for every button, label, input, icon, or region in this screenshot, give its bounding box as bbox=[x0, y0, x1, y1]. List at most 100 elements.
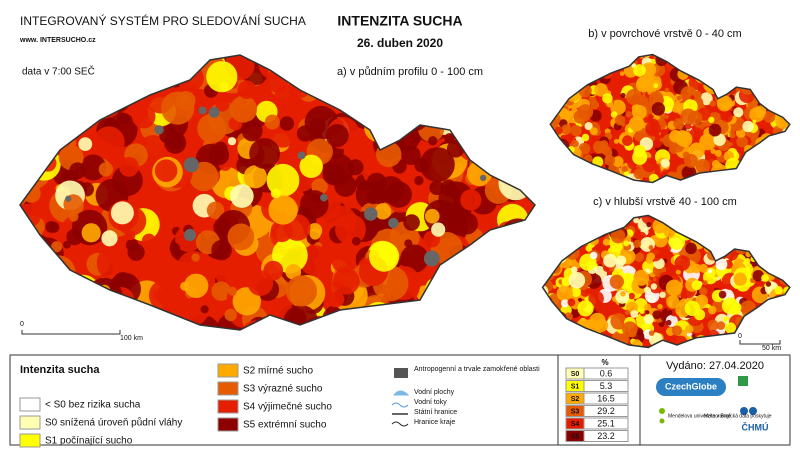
map-patch bbox=[676, 131, 693, 148]
map-patch bbox=[208, 144, 230, 166]
map-patch bbox=[651, 102, 666, 116]
map-patch bbox=[48, 221, 60, 233]
map-patch bbox=[677, 125, 683, 130]
logo-chmu: ČHMÚ bbox=[742, 421, 769, 432]
map-patch bbox=[164, 131, 187, 154]
map-patch bbox=[665, 279, 683, 297]
map-patch bbox=[664, 87, 670, 93]
map-patch bbox=[665, 319, 672, 326]
map-patch bbox=[620, 92, 626, 99]
map-patch bbox=[648, 118, 659, 130]
stats-class: S3 bbox=[571, 408, 580, 415]
map-patch bbox=[414, 175, 424, 186]
map-patch bbox=[733, 122, 739, 128]
map-patch bbox=[742, 120, 754, 133]
map-patch bbox=[80, 154, 107, 181]
urban-area bbox=[183, 228, 197, 242]
urban-area bbox=[208, 106, 220, 118]
map-patch bbox=[625, 111, 633, 118]
map-patch bbox=[283, 304, 319, 330]
map-patch bbox=[588, 290, 604, 307]
map-patch bbox=[230, 184, 254, 208]
map-patch bbox=[613, 138, 619, 144]
map-patch bbox=[646, 222, 652, 228]
stats-class: S0 bbox=[571, 371, 580, 378]
map-patch bbox=[270, 219, 293, 243]
map-patch bbox=[571, 139, 579, 148]
map-patch bbox=[713, 133, 726, 146]
map-patch bbox=[264, 114, 280, 130]
urban-area bbox=[198, 106, 207, 115]
map-patch bbox=[733, 107, 744, 118]
map-patch bbox=[366, 191, 380, 205]
map-patch bbox=[101, 230, 118, 247]
legend-swatch bbox=[217, 417, 239, 432]
map-patch bbox=[624, 309, 631, 316]
map-patch bbox=[639, 308, 645, 314]
map-patch bbox=[328, 291, 345, 308]
map-patch bbox=[685, 242, 697, 255]
stats-class: S1 bbox=[571, 383, 580, 390]
map-patch bbox=[752, 119, 757, 124]
map-patch bbox=[602, 93, 613, 104]
map-patch bbox=[666, 295, 680, 309]
map-patch bbox=[93, 126, 125, 158]
map-patch bbox=[699, 263, 708, 273]
stats-value: 23.2 bbox=[597, 431, 615, 441]
legend-swatch bbox=[19, 433, 41, 448]
map-patch bbox=[633, 269, 650, 286]
map-patch bbox=[570, 124, 582, 137]
map-patch bbox=[664, 114, 669, 119]
map-patch bbox=[570, 287, 581, 298]
map-patch bbox=[98, 162, 114, 177]
map-patch bbox=[232, 287, 261, 316]
map-patch bbox=[621, 165, 628, 173]
map-patch bbox=[163, 219, 173, 229]
map-patch bbox=[110, 201, 134, 225]
map-patch bbox=[774, 286, 783, 295]
map-patch bbox=[610, 111, 618, 118]
urban-area bbox=[65, 195, 72, 202]
map-patch bbox=[631, 104, 647, 120]
map-label: b) v povrchové vrstvě 0 - 40 cm bbox=[588, 28, 741, 40]
stats-value-cell bbox=[583, 417, 629, 430]
scale-label: 0 bbox=[20, 321, 24, 328]
map-patch bbox=[428, 136, 438, 146]
urban-area bbox=[183, 157, 200, 173]
map-patch bbox=[744, 258, 751, 264]
map-patch bbox=[266, 163, 300, 197]
map-patch bbox=[603, 253, 617, 268]
map-patch bbox=[729, 131, 736, 139]
map-patch bbox=[552, 284, 557, 289]
map-patch bbox=[709, 100, 716, 107]
legend-label: S1 počínající sucho bbox=[45, 436, 133, 447]
stats-value: 0.6 bbox=[600, 368, 613, 378]
legend-label: < S0 bez rizika sucha bbox=[45, 400, 141, 411]
urban-area bbox=[388, 217, 399, 229]
map-patch bbox=[161, 91, 195, 125]
map-patch bbox=[119, 157, 139, 177]
map-patch bbox=[676, 95, 682, 101]
map-patch bbox=[227, 223, 255, 251]
map-patch bbox=[105, 150, 118, 163]
map-patch bbox=[733, 272, 747, 286]
map-patch bbox=[623, 240, 630, 247]
map-patch bbox=[685, 325, 694, 334]
map-patch bbox=[153, 288, 166, 302]
map-patch bbox=[180, 297, 209, 326]
map-patch bbox=[643, 314, 654, 325]
map-patch bbox=[351, 236, 361, 246]
map-patch bbox=[581, 133, 590, 142]
map-patch bbox=[633, 144, 646, 158]
map-patch bbox=[285, 264, 302, 280]
map-patch bbox=[604, 154, 616, 166]
legend-label: S4 výjimečné sucho bbox=[243, 402, 332, 413]
other-legend-label: Vodní plochy bbox=[414, 389, 455, 396]
map-patch bbox=[296, 125, 314, 142]
map-patch bbox=[241, 120, 263, 142]
stats-value-cell bbox=[583, 430, 629, 442]
map-patch bbox=[724, 322, 737, 334]
map-patch bbox=[761, 274, 769, 282]
data-time: data v 7:00 SEČ bbox=[22, 65, 95, 78]
urban-area bbox=[480, 174, 487, 182]
